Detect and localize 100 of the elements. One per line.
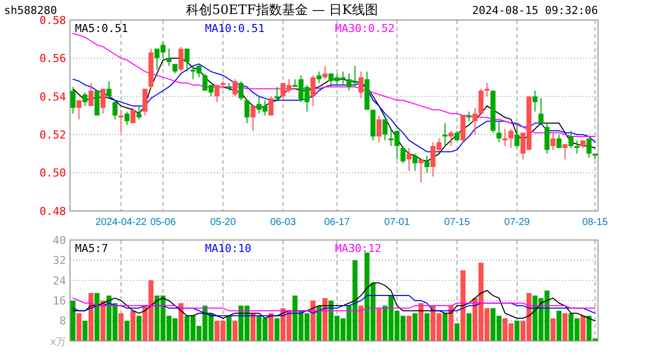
bar	[100, 300, 106, 341]
y-tick-label: 8	[59, 314, 66, 328]
candlestick	[412, 153, 418, 172]
candlestick	[130, 107, 136, 124]
bar	[412, 313, 418, 341]
text: 2024-08-15 09:32:06	[472, 4, 598, 17]
candlestick	[70, 86, 76, 114]
candlestick	[586, 138, 592, 158]
bar	[562, 313, 568, 341]
x-tick-label: 06-03	[270, 217, 296, 228]
candlestick	[316, 71, 322, 84]
bar	[130, 310, 136, 341]
y-tick-label: 0.52	[40, 128, 66, 142]
candlestick	[472, 107, 478, 136]
bar	[454, 323, 460, 341]
line-series	[72, 282, 596, 322]
bar	[178, 303, 184, 341]
candlestick	[424, 155, 430, 174]
bar	[448, 306, 454, 341]
y-tick-label: 16	[52, 294, 66, 308]
candlestick	[538, 98, 544, 126]
text: MA30:0.52	[335, 22, 395, 35]
candlestick	[184, 48, 190, 72]
bar	[442, 313, 448, 341]
candlestick	[532, 90, 538, 112]
bar	[136, 316, 142, 341]
y-tick-label: 40	[52, 234, 66, 247]
bar	[466, 313, 472, 341]
candlestick	[550, 132, 556, 150]
chart-title: 科创50ETF指数基金 — 日K线图	[186, 3, 378, 18]
bar	[358, 306, 364, 341]
candlestick	[244, 100, 250, 124]
candlestick	[106, 80, 112, 99]
x-tick-label: 05-06	[150, 217, 176, 228]
candlestick	[358, 71, 364, 99]
line-series	[72, 298, 596, 312]
bar	[406, 316, 412, 341]
bar	[274, 318, 280, 341]
candlestick	[250, 105, 256, 132]
candlestick	[508, 128, 514, 148]
text: MA10:0.51	[205, 22, 265, 35]
text: MA5:0.51	[75, 22, 128, 35]
candlestick	[322, 65, 328, 80]
candlestick	[232, 78, 238, 97]
candlestick	[214, 84, 220, 103]
candlestick	[76, 100, 82, 120]
x-tick-label: 05-20	[210, 217, 236, 228]
candlestick	[118, 109, 124, 134]
bar	[94, 293, 100, 341]
bar	[124, 320, 130, 341]
x-tick-label: 2024-04-22	[95, 217, 148, 228]
candlestick	[82, 92, 88, 106]
bar	[580, 316, 586, 341]
candlestick	[112, 100, 118, 120]
y-tick-label: 0.48	[40, 204, 66, 218]
candlestick	[406, 147, 412, 172]
candlestick	[514, 122, 520, 148]
bar	[418, 303, 424, 341]
bar	[316, 306, 322, 341]
candlestick	[556, 134, 562, 148]
bar	[232, 320, 238, 341]
x-tick-label: 07-01	[384, 217, 410, 228]
y-tick-label: 32	[52, 254, 66, 268]
candlestick	[166, 48, 172, 66]
candlestick	[382, 118, 388, 141]
candlestick	[454, 130, 460, 141]
y-tick-label: 0.50	[40, 166, 66, 180]
y-axis-title: x万	[50, 337, 66, 348]
bar	[250, 313, 256, 341]
bar	[268, 313, 274, 341]
candlestick	[502, 128, 508, 147]
bar	[556, 310, 562, 341]
candlestick	[88, 82, 94, 106]
x-tick-label: 07-29	[504, 217, 530, 228]
candlestick	[418, 158, 424, 183]
bar	[424, 313, 430, 341]
bar	[460, 270, 466, 341]
candlestick	[400, 146, 406, 164]
candlestick	[562, 144, 568, 160]
bar	[514, 320, 520, 341]
candlestick	[100, 88, 106, 114]
candlestick	[274, 86, 280, 101]
candlestick	[268, 96, 274, 116]
candlestick	[478, 88, 484, 114]
candlestick	[142, 88, 148, 116]
bar	[70, 300, 76, 341]
candlestick	[310, 74, 316, 106]
candlestick	[178, 46, 184, 72]
candlestick	[238, 80, 244, 101]
candlestick	[574, 140, 580, 154]
x-tick-label: 06-17	[324, 217, 350, 228]
bar	[76, 313, 82, 341]
y-tick-label: 24	[52, 274, 66, 288]
x-tick-label: 07-15	[444, 217, 470, 228]
candlestick	[442, 122, 448, 147]
bar	[322, 298, 328, 341]
candlestick	[448, 130, 454, 147]
candlestick	[466, 111, 472, 122]
candlestick	[544, 122, 550, 154]
bar	[82, 320, 88, 341]
